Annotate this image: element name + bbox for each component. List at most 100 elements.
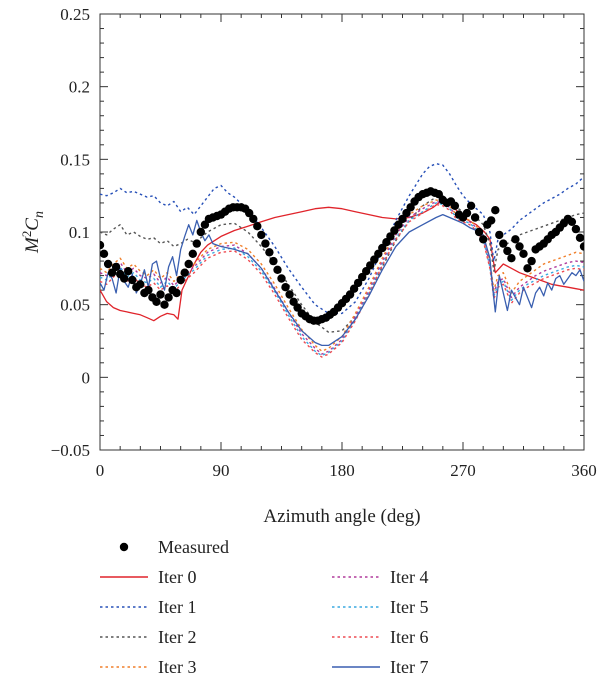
measured-point <box>100 240 105 250</box>
measured-point <box>479 235 488 244</box>
measured-point <box>366 261 375 270</box>
measured-point <box>188 249 197 258</box>
legend-marker <box>119 542 129 552</box>
measured-point <box>196 227 205 237</box>
y-tick-label: 0.1 <box>69 223 90 242</box>
measured-point <box>575 233 584 242</box>
y-tick-label: 0.15 <box>60 150 90 169</box>
measured-point <box>164 293 173 302</box>
measured-point <box>257 230 266 240</box>
measured-point <box>277 274 286 283</box>
series-line-iter-0 <box>100 200 584 322</box>
measured-point <box>103 259 113 269</box>
measured-point <box>281 283 290 292</box>
legend-label: Iter 6 <box>390 627 428 647</box>
measured-point <box>269 256 278 266</box>
legend-entry-iter-5: Iter 5 <box>332 597 428 617</box>
legend-entry-iter-1: Iter 1 <box>100 597 196 617</box>
legend-entry-iter-0: Iter 0 <box>100 567 196 587</box>
measured-point <box>176 275 185 285</box>
measured-point <box>579 242 584 251</box>
measured-point <box>144 285 153 295</box>
measured-point <box>100 249 109 258</box>
measured-point <box>511 235 520 244</box>
series-line-iter-6 <box>100 203 584 358</box>
measured-point <box>523 264 532 273</box>
measured-point <box>386 232 395 241</box>
legend: Measured Iter 0 Iter 1 Iter 2 Iter 3 Iter 4 It… <box>100 537 428 677</box>
x-tick-label: 180 <box>329 461 355 480</box>
measured-point <box>462 208 472 218</box>
measured-point <box>273 265 282 274</box>
measured-point <box>491 206 500 215</box>
y-tick-label: −0.05 <box>51 441 90 460</box>
measured-point <box>120 274 129 283</box>
measured-point <box>515 242 524 251</box>
y-axis-ticks: −0.05 0 0.05 0.1 0.15 0.2 0.25 <box>51 5 584 460</box>
legend-label: Iter 3 <box>158 657 196 677</box>
measured-point <box>172 288 181 298</box>
legend-entry-iter-3: Iter 3 <box>100 657 196 677</box>
measured-point <box>184 259 193 269</box>
legend-label: Iter 0 <box>158 567 196 587</box>
measured-point <box>466 201 476 210</box>
legend-entry-iter-2: Iter 2 <box>100 627 196 647</box>
measured-point <box>503 246 512 256</box>
measured-point <box>487 216 496 225</box>
measured-point <box>499 239 508 248</box>
measured-point <box>261 239 270 248</box>
measured-point <box>253 222 262 231</box>
measured-point <box>265 248 274 257</box>
measured-point <box>450 201 460 210</box>
legend-label: Iter 4 <box>390 567 428 587</box>
legend-label: Iter 5 <box>390 597 428 617</box>
legend-label: Iter 1 <box>158 597 196 617</box>
measured-point <box>402 208 411 218</box>
x-axis-ticks: 0 90 180 270 360 <box>96 14 597 480</box>
legend-entry-iter-6: Iter 6 <box>332 627 428 647</box>
y-tick-label: 0.25 <box>60 5 90 24</box>
measured-point <box>527 256 536 266</box>
measured-point <box>293 303 302 312</box>
y-axis-label: M2Cn <box>19 211 47 254</box>
measured-point <box>285 290 294 299</box>
x-axis-label: Azimuth angle (deg) <box>263 506 420 527</box>
measured-point <box>353 278 363 288</box>
x-tick-label: 90 <box>213 461 230 480</box>
measured-point <box>128 275 137 285</box>
measured-point <box>192 239 201 248</box>
measured-point <box>495 230 504 240</box>
measured-point <box>378 243 387 253</box>
measured-point <box>358 272 367 282</box>
measured-point <box>124 267 133 276</box>
series-line-iter-5 <box>100 202 584 357</box>
measured-point <box>519 249 528 258</box>
measured-point <box>245 208 254 218</box>
legend-entry-iter-4: Iter 4 <box>332 567 428 587</box>
series-line-iter-7 <box>100 213 584 347</box>
legend-label: Measured <box>158 537 229 557</box>
x-tick-label: 0 <box>96 461 105 480</box>
series-line-iter-4 <box>100 200 584 355</box>
measured-point <box>249 214 258 224</box>
legend-entry-iter-7: Iter 7 <box>332 657 428 677</box>
measured-point <box>390 226 399 235</box>
series-line-iter-3 <box>100 199 584 352</box>
measured-point <box>567 217 577 226</box>
measured-point <box>156 290 165 299</box>
legend-label: Iter 2 <box>158 627 196 647</box>
measured-point <box>111 262 121 272</box>
x-tick-label: 360 <box>571 461 597 480</box>
y-tick-label: 0.2 <box>69 78 90 97</box>
measured-point <box>160 300 169 309</box>
y-tick-label: 0 <box>82 368 91 387</box>
legend-label: Iter 7 <box>390 657 428 677</box>
measured-point <box>507 254 516 263</box>
y-tick-label: 0.05 <box>60 296 90 315</box>
measured-point <box>136 280 145 289</box>
legend-entry-measured: Measured <box>119 537 229 557</box>
series-line-iter-1 <box>100 163 584 315</box>
series-line-iter-2 <box>100 195 584 333</box>
series-markers-measured <box>100 187 584 325</box>
